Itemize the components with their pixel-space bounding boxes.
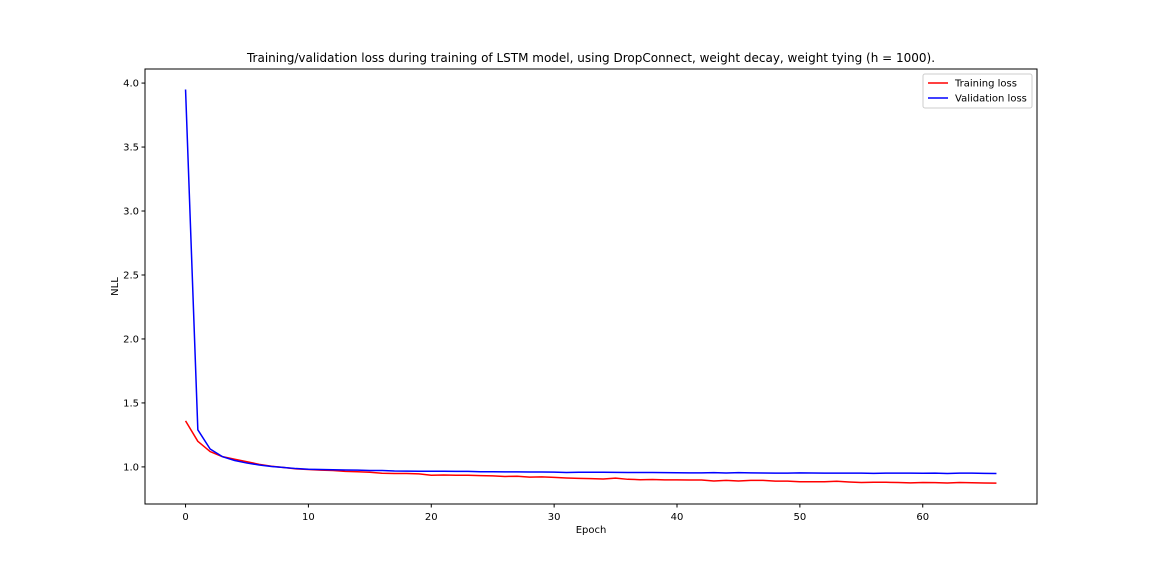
- x-tick-label: 0: [182, 512, 188, 523]
- y-tick-label: 1.5: [123, 398, 139, 409]
- y-tick-label: 3.5: [123, 143, 139, 154]
- plot-frame: [144, 68, 1038, 505]
- x-tick-label: 30: [548, 512, 561, 523]
- y-tick-label: 1.0: [123, 462, 139, 473]
- y-tick-label: 4.0: [123, 79, 139, 90]
- y-tick-label: 3.0: [123, 207, 139, 218]
- y-axis-label: NLL: [110, 277, 121, 296]
- x-axis-ticks: 0 10 20 30 40 50 60: [182, 504, 929, 523]
- y-axis-ticks: 1.0 1.5 2.0 2.5 3.0 3.5 4.0: [123, 79, 145, 473]
- x-tick-label: 40: [671, 512, 684, 523]
- x-tick-label: 50: [794, 512, 807, 523]
- legend: Training loss Validation loss: [922, 73, 1033, 109]
- x-tick-label: 10: [302, 512, 315, 523]
- y-tick-label: 2.5: [123, 270, 139, 281]
- x-axis-label: Epoch: [576, 525, 607, 536]
- x-tick-label: 60: [916, 512, 929, 523]
- validation-loss-line: [184, 89, 997, 475]
- x-tick-label: 20: [425, 512, 438, 523]
- plot-lines: [184, 89, 997, 484]
- chart-title: Training/validation loss during training…: [246, 51, 935, 65]
- y-tick-label: 2.0: [123, 334, 139, 345]
- legend-label-validation-loss: Validation loss: [955, 94, 1027, 105]
- legend-box: [922, 73, 1033, 109]
- legend-label-training-loss: Training loss: [954, 79, 1017, 90]
